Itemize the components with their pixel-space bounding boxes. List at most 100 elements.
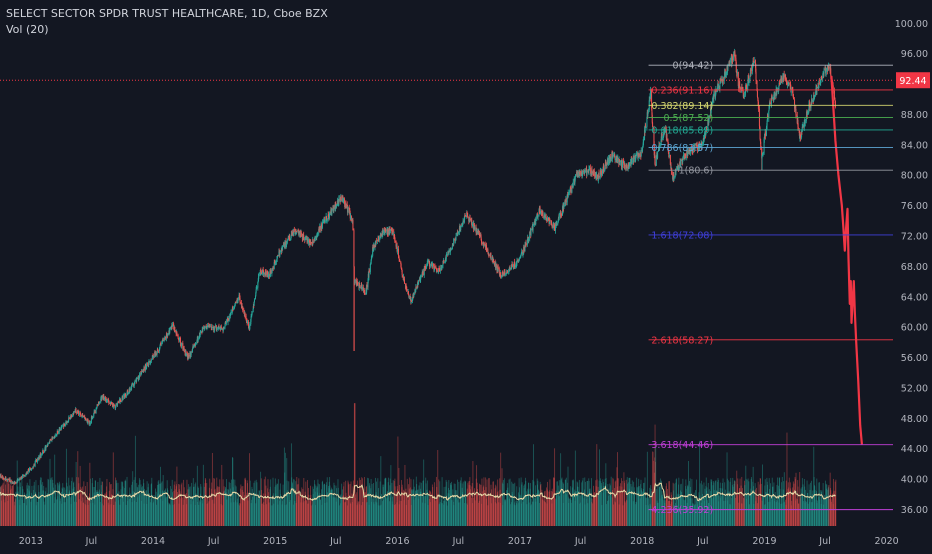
candle-body xyxy=(83,416,84,417)
candle-body xyxy=(240,298,241,302)
candle-body xyxy=(73,411,74,413)
price-tick-label: 100.00 xyxy=(895,19,928,30)
volume-bar xyxy=(468,481,469,526)
candle-body xyxy=(551,224,552,226)
candle-body xyxy=(683,155,684,159)
volume-bar xyxy=(735,498,736,526)
candle-body xyxy=(444,262,445,263)
volume-bar xyxy=(290,500,291,526)
candle-body xyxy=(212,327,213,328)
volume-bar xyxy=(789,478,790,526)
volume-bar xyxy=(428,495,429,526)
volume-bar xyxy=(287,493,288,526)
volume-bar xyxy=(524,484,525,526)
price-tick-label: 72.00 xyxy=(901,232,928,243)
volume-bar xyxy=(254,481,255,526)
volume-bar xyxy=(102,482,103,526)
volume-bar xyxy=(562,478,563,526)
candle-body xyxy=(573,182,574,187)
candle-body xyxy=(472,223,473,226)
candle-body xyxy=(720,79,721,81)
candle-body xyxy=(287,240,288,243)
candle-body xyxy=(3,479,4,480)
candle-body xyxy=(566,198,567,202)
volume-bar xyxy=(116,483,117,526)
candle-body xyxy=(580,171,581,175)
volume-bar xyxy=(442,503,443,526)
time-tick-label: Jul xyxy=(452,536,464,547)
volume-bar xyxy=(22,489,23,526)
volume-bar xyxy=(158,480,159,526)
volume-bar xyxy=(543,496,544,526)
volume-bar xyxy=(613,504,614,526)
volume-bar xyxy=(829,499,830,526)
volume-bar xyxy=(208,498,209,526)
candle-body xyxy=(423,271,424,275)
price-tick-label: 84.00 xyxy=(901,140,928,151)
candle-body xyxy=(610,159,611,161)
volume-bar xyxy=(353,480,354,526)
candle-body xyxy=(174,327,175,331)
candle-body xyxy=(90,423,91,424)
candle-body xyxy=(451,249,452,250)
price-tick-label: 48.00 xyxy=(901,414,928,425)
volume-bar xyxy=(627,484,628,526)
candle-body xyxy=(139,373,140,375)
volume-bar xyxy=(494,498,495,526)
candle-body xyxy=(603,166,604,172)
volume-bar xyxy=(229,482,230,526)
candle-body xyxy=(441,265,442,267)
candle-body xyxy=(221,328,222,329)
volume-bar xyxy=(294,501,295,526)
candle-body xyxy=(317,233,318,234)
candle-body xyxy=(615,159,616,160)
volume-bar xyxy=(599,449,600,526)
candle-body xyxy=(233,308,234,309)
volume-bar xyxy=(76,477,77,526)
candle-body xyxy=(430,266,431,267)
candle-body xyxy=(570,188,571,193)
candle-body xyxy=(481,243,482,244)
candle-body xyxy=(256,289,257,292)
volume-bar xyxy=(447,505,448,526)
volume-bar xyxy=(100,502,101,526)
volume-bar xyxy=(217,486,218,526)
candle-body xyxy=(235,302,236,303)
volume-bar xyxy=(144,493,145,526)
volume-bar xyxy=(390,465,391,526)
candle-body xyxy=(172,324,173,326)
candle-body xyxy=(418,284,419,285)
volume-bar xyxy=(219,479,220,526)
volume-bar xyxy=(784,502,785,526)
volume-bar xyxy=(487,479,488,526)
candle-body xyxy=(99,402,100,403)
candle-body xyxy=(524,247,525,252)
volume-bar xyxy=(247,501,248,526)
candle-body xyxy=(599,173,600,177)
candle-body xyxy=(209,326,210,327)
candle-body xyxy=(507,271,508,272)
volume-bar xyxy=(688,461,689,526)
volume-bar xyxy=(482,491,483,526)
candle-body xyxy=(38,456,39,460)
candle-body xyxy=(310,242,311,243)
volume-bar xyxy=(344,482,345,526)
candle-body xyxy=(741,87,742,88)
candle-body xyxy=(95,411,96,413)
candle-body xyxy=(724,78,725,81)
candle-body xyxy=(113,404,114,406)
candle-body xyxy=(254,302,255,306)
candle-body xyxy=(8,479,9,480)
candle-body xyxy=(738,72,739,86)
volume-bar xyxy=(187,480,188,526)
volume-bar xyxy=(311,505,312,526)
candle-body xyxy=(294,229,295,230)
volume-bar xyxy=(772,487,773,526)
volume-bar xyxy=(201,487,202,526)
volume-bar xyxy=(606,504,607,526)
volume-bar xyxy=(508,495,509,526)
candle-body xyxy=(41,455,42,457)
candle-body xyxy=(479,233,480,236)
